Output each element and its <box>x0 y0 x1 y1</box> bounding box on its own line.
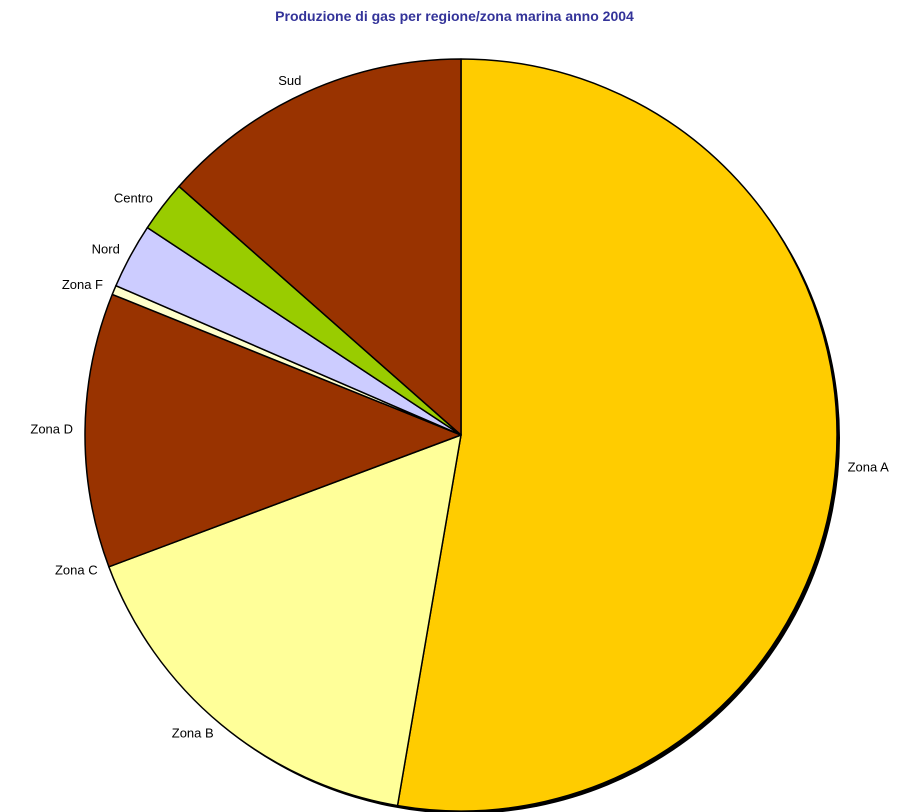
pie-slice-zona-b <box>108 434 462 807</box>
pie-label-zona-c: Zona C <box>55 562 98 577</box>
pie-label-centro: Centro <box>114 191 153 206</box>
pie-slice-zona-d <box>84 293 462 568</box>
pie-label-zona-b: Zona B <box>172 725 214 740</box>
chart-title: Produzione di gas per regione/zona marin… <box>275 8 634 24</box>
pie-slice-sud <box>178 58 462 436</box>
pie-label-zona-f: Zona F <box>62 277 103 292</box>
pie-label-nord: Nord <box>92 242 120 257</box>
pie-labels: Zona A Zona B Zona C Zona D Zona F Nord Centro… <box>30 73 889 741</box>
pie-label-zona-a: Zona A <box>848 459 890 474</box>
pie-slices <box>84 58 838 812</box>
pie-label-sud: Sud <box>278 73 301 88</box>
pie-slice-zona-a <box>396 58 838 812</box>
pie-label-zona-d: Zona D <box>30 422 73 437</box>
